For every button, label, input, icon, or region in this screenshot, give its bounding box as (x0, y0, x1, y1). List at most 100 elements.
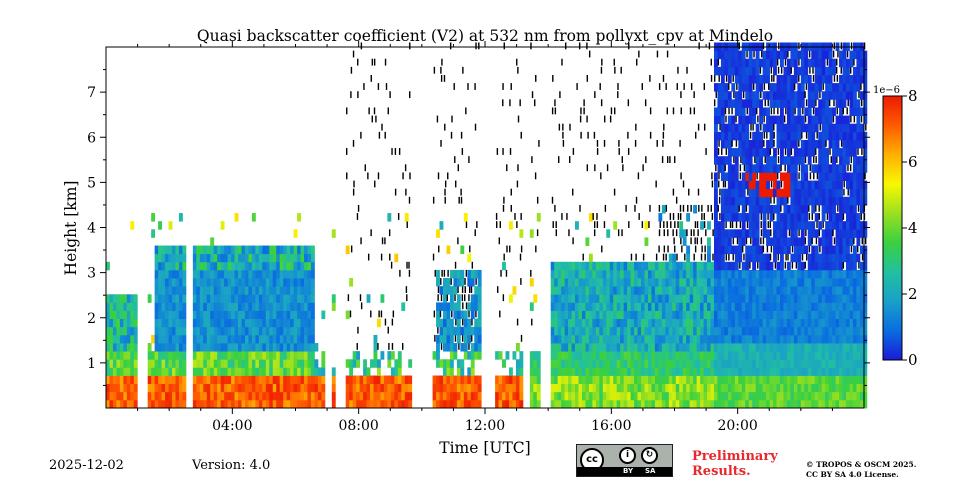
noise-speck (457, 286, 459, 293)
noise-speck (750, 123, 752, 131)
heatmap-cell (759, 131, 764, 141)
heatmap-cell (693, 391, 698, 401)
heatmap-cell (359, 399, 364, 409)
heatmap-cell (585, 334, 590, 344)
heatmap-cell (661, 204, 666, 214)
heatmap-cell (331, 375, 336, 385)
heatmap-cell (752, 343, 757, 352)
noise-speck (474, 83, 476, 90)
heatmap-cell (665, 383, 670, 393)
heatmap-cell (456, 310, 461, 320)
heatmap-cell (456, 294, 461, 303)
noise-speck (496, 148, 499, 155)
heatmap-cell (224, 383, 228, 393)
heatmap-cell (863, 66, 868, 76)
noise-speck (808, 213, 811, 220)
noise-speck (345, 148, 348, 155)
heatmap-cell (783, 180, 788, 190)
heatmap-cell (710, 318, 715, 328)
heatmap-cell (178, 253, 183, 263)
heatmap-cell (724, 58, 729, 68)
heatmap-cell (748, 334, 753, 344)
heatmap-cell (658, 334, 663, 344)
heatmap-cell (463, 383, 468, 393)
heatmap-cell (265, 253, 270, 263)
heatmap-cell (661, 278, 666, 287)
noise-speck (441, 58, 443, 66)
heatmap-cell (804, 50, 809, 60)
heatmap-cell (845, 269, 850, 279)
heatmap-cell (199, 278, 204, 287)
heatmap-cell (585, 278, 590, 287)
heatmap-cell (713, 351, 718, 360)
heatmap-cell (828, 326, 833, 336)
heatmap-cell (821, 229, 826, 238)
noise-speck (833, 237, 836, 245)
heatmap-cell (106, 334, 110, 344)
noise-speck (773, 107, 775, 115)
heatmap-cell (178, 375, 183, 385)
heatmap-cell (588, 391, 593, 401)
heatmap-cell (151, 229, 156, 238)
noise-speck (596, 139, 599, 147)
heatmap-cell (807, 286, 812, 295)
heatmap-cell (112, 343, 117, 352)
heatmap-cell (738, 83, 743, 92)
heatmap-cell (859, 278, 864, 287)
heatmap-cell (832, 278, 836, 287)
heatmap-cell (832, 351, 836, 360)
heatmap-cell (776, 318, 781, 328)
heatmap-cell (672, 391, 677, 401)
heatmap-cell (773, 367, 777, 376)
heatmap-cell (863, 326, 868, 336)
heatmap-cell (800, 139, 805, 149)
heatmap-cell (442, 286, 447, 295)
heatmap-cell (762, 180, 767, 190)
heatmap-cell (773, 310, 777, 320)
heatmap-cell (477, 351, 482, 360)
heatmap-cell (727, 148, 732, 157)
heatmap-cell (168, 261, 173, 271)
heatmap-cell (616, 294, 621, 303)
heatmap-cell (738, 269, 743, 279)
heatmap-cell (835, 123, 840, 133)
noise-speck (819, 123, 821, 131)
heatmap-cell (783, 66, 788, 76)
heatmap-cell (234, 278, 239, 287)
noise-speck (449, 42, 452, 50)
heatmap-cell (790, 334, 795, 344)
noise-speck (453, 83, 455, 90)
heatmap-cell (505, 383, 510, 393)
heatmap-cell (227, 359, 232, 368)
heatmap-cell (783, 156, 788, 165)
heatmap-cell (661, 286, 666, 295)
heatmap-cell (675, 367, 680, 376)
heatmap-cell (175, 343, 180, 352)
heatmap-cell (724, 375, 729, 385)
heatmap-cell (717, 359, 722, 368)
heatmap-cell (717, 156, 722, 165)
heatmap-cell (244, 318, 249, 328)
heatmap-cell (439, 391, 444, 401)
noise-speck (857, 148, 859, 155)
heatmap-cell (849, 213, 854, 222)
heatmap-cell (575, 343, 579, 352)
heatmap-cell (811, 131, 816, 141)
heatmap-cell (258, 383, 263, 393)
heatmap-cell (755, 229, 760, 238)
heatmap-cell (234, 383, 239, 393)
heatmap-cell (304, 334, 308, 344)
heatmap-cell (283, 269, 288, 279)
heatmap-cell (130, 399, 135, 409)
heatmap-cell (613, 302, 618, 311)
heatmap-cell (616, 343, 621, 352)
heatmap-cell (161, 351, 166, 360)
heatmap-cell (172, 302, 176, 311)
heatmap-cell (224, 245, 228, 255)
heatmap-cell (748, 253, 753, 263)
heatmap-cell (710, 391, 715, 401)
heatmap-cell (859, 286, 864, 295)
heatmap-cell (793, 318, 798, 328)
heatmap-cell (835, 383, 840, 393)
heatmap-cell (658, 286, 663, 295)
